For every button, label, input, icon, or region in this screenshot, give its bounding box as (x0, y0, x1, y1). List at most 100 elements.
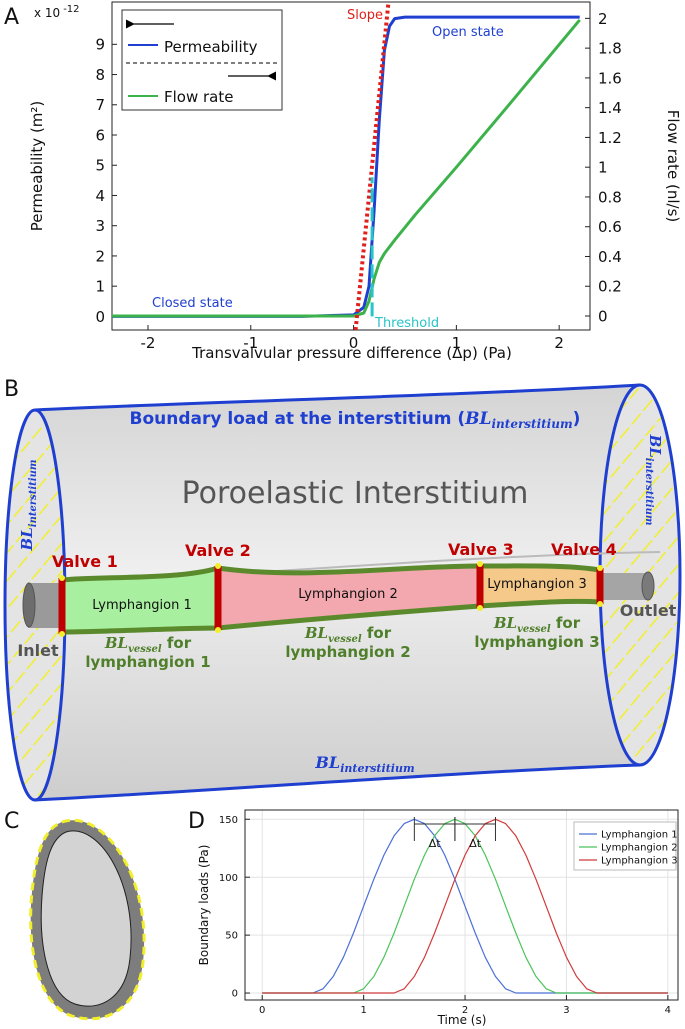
side-load-label: BLinterstitium (18, 460, 39, 552)
x-tick-label: 0 (259, 1005, 265, 1016)
multiplier: x 10 (34, 6, 60, 20)
x-axis-label: Transvalvular pressure difference (Δp) (… (191, 344, 512, 362)
x-tick-label: 0 (349, 334, 359, 352)
panel-label: B (4, 377, 19, 402)
series-group (112, 2, 581, 330)
load-symbol: BL (646, 434, 664, 458)
x-tick-label: 4 (665, 1005, 671, 1016)
series-line (262, 818, 668, 994)
inner-lumen (40, 830, 132, 1007)
valve-label: Valve 4 (551, 540, 617, 559)
y-tick-label: 2 (95, 247, 105, 265)
valve-label: Valve 2 (185, 541, 251, 560)
panel-label: D (188, 809, 205, 834)
region-title: Poroelastic Interstitium (182, 476, 529, 511)
panel-label: C (4, 809, 19, 834)
outlet-stub (600, 573, 648, 600)
load-symbol: BL (304, 624, 328, 642)
x-tick-label: -1 (243, 334, 258, 352)
load-text: for (162, 634, 192, 652)
lymphangion-labels: Lymphangion 1 Lymphangion 2 Lymphangion … (92, 577, 587, 613)
panel-label: A (4, 5, 19, 30)
load-subscript: vessel (128, 644, 162, 655)
load-subscript: vessel (328, 634, 362, 645)
y2-tick-label: 1.2 (598, 129, 622, 147)
inlet-label: Inlet (17, 641, 59, 660)
load-text: for (551, 614, 581, 632)
x-tick-label: 1 (360, 1005, 366, 1016)
load-text: Boundary load at the interstitium ( (130, 409, 466, 429)
diagram: Boundary load at the interstitium (BLint… (3, 383, 682, 802)
lymphangion-label: Lymphangion 3 (487, 577, 587, 592)
y-tick-label: 0 (232, 989, 238, 1000)
side-load-label: BLinterstitium (643, 434, 664, 526)
inlet-stub-end (22, 582, 36, 628)
vessel-load-label: lymphangion 2 (285, 643, 410, 661)
y2-tick-label: 1.4 (598, 99, 622, 117)
x-tick-label: 3 (563, 1005, 569, 1016)
vessel-load-label: lymphangion 1 (85, 653, 210, 671)
legend: Lymphangion 1 Lymphangion 2 Lymphangion 3 (573, 821, 678, 871)
y2-tick-label: 1.8 (598, 40, 622, 58)
y2-tick-label: 0.8 (598, 188, 622, 206)
tube-edge (34, 383, 641, 412)
annotation: Threshold (374, 316, 439, 331)
lymphangion-label: Lymphangion 2 (298, 587, 398, 602)
y-multiplier: x 10 -12 (34, 4, 80, 20)
legend-label: Lymphangion 3 (601, 856, 678, 867)
bottom-load-label: BLinterstitium (314, 753, 414, 775)
load-subscript: interstitium (28, 460, 39, 528)
legend: Permeability Flow rate (121, 9, 283, 111)
lymphangion-label: Lymphangion 1 (92, 598, 192, 613)
chart: -2 -1 0 1 2 0 1 2 3 4 5 6 7 8 9 0 0.2 0.4 0.6 0.8 1 1.2 1.4 1.6… (95, 1, 622, 352)
y-tick-label: 7 (95, 96, 105, 114)
load-subscript: vessel (517, 624, 551, 635)
vessel-load-label: BLvessel for (104, 634, 192, 655)
x-tick-label: 2 (462, 1005, 468, 1016)
y2-axis-label: Flow rate (nl/s) (664, 110, 682, 223)
y-tick-label: 6 (95, 126, 105, 144)
annotation: Slope (347, 8, 383, 23)
y-tick-label: 1 (95, 278, 105, 296)
y-tick-label: 100 (219, 873, 238, 884)
legend-label: Flow rate (164, 88, 233, 106)
series-line (112, 18, 581, 318)
vessel-load-labels: BLvessel for lymphangion 1 BLvessel for … (85, 614, 599, 671)
load-subscript: interstitium (340, 762, 414, 775)
annotation-label: Δt (469, 837, 482, 850)
x-tick-label: -2 (140, 334, 155, 352)
y2-tick-label: 0.2 (598, 278, 622, 296)
valve-tips (59, 561, 603, 637)
y2-tick-label: 0 (598, 307, 608, 325)
y-axis-label: Permeability (m²) (28, 101, 46, 232)
y-tick-label: 0 (95, 308, 105, 326)
x-tick-label: 1 (452, 334, 462, 352)
outlet-label: Outlet (620, 601, 677, 620)
y2-tick-label: 1 (598, 159, 608, 177)
load-symbol: BL (314, 753, 340, 772)
multiplier-exponent: -12 (63, 4, 79, 15)
annotation: Closed state (152, 296, 233, 311)
cross-section (29, 818, 146, 1021)
boundary-load-label: Boundary load at the interstitium (BLint… (130, 409, 581, 431)
load-symbol: BL (18, 527, 36, 551)
valve-labels: Valve 1 Valve 2 Valve 3 Valve 4 (52, 540, 617, 571)
load-symbol: BL (493, 614, 517, 632)
load-subscript: interstitium (643, 458, 654, 526)
legend-label: Lymphangion 2 (601, 843, 678, 854)
y2-tick-label: 0.4 (598, 248, 622, 266)
load-symbol: BL (464, 409, 491, 429)
y-tick-label: 9 (95, 36, 105, 54)
y2-tick-label: 0.6 (598, 218, 622, 236)
y-tick-label: 5 (95, 157, 105, 175)
valve-label: Valve 3 (448, 540, 514, 559)
load-close: ) (573, 409, 581, 429)
y-axis-label: Boundary loads (Pa) (197, 845, 211, 966)
y2-tick-label: 1.6 (598, 69, 622, 87)
y-tick-label: 3 (95, 217, 105, 235)
annotation: Open state (432, 25, 504, 40)
legend-box (121, 9, 283, 111)
